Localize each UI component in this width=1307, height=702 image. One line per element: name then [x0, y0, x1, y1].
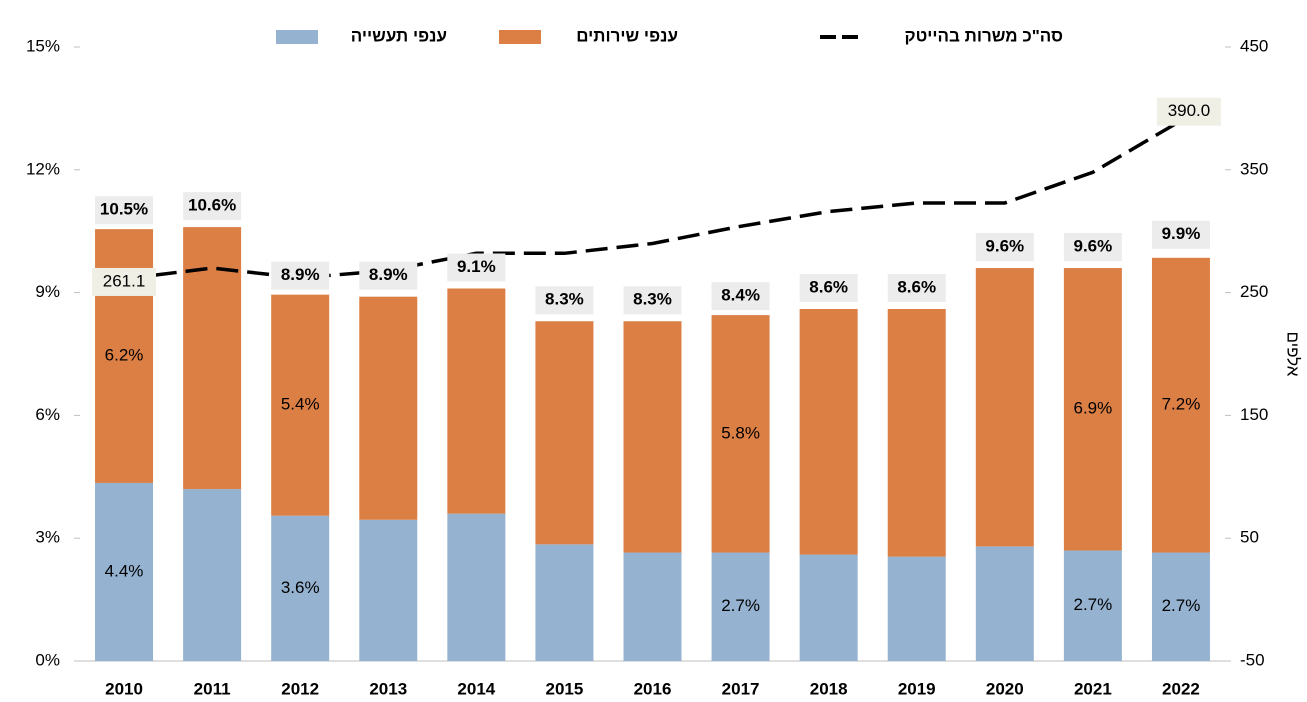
bar-segment: [359, 296, 418, 520]
data-label: 2.7%: [1162, 596, 1201, 615]
y2-tick-label: -50: [1240, 650, 1265, 669]
data-label: 2.7%: [721, 596, 760, 615]
bar-segment: [447, 513, 506, 661]
bar-segment: [711, 315, 770, 553]
legend-label: ענפי תעשייה: [351, 26, 447, 45]
total-label: 8.4%: [721, 286, 760, 305]
y-tick-label: 15%: [26, 36, 60, 55]
total-label: 8.9%: [281, 265, 320, 284]
bar-segment: [1063, 268, 1122, 551]
total-label: 9.9%: [1162, 224, 1201, 243]
y2-tick-label: 250: [1240, 282, 1268, 301]
bar-segment: [1151, 552, 1210, 661]
total-label-bg: [535, 286, 594, 315]
total-label-bg: [447, 253, 506, 282]
y-tick-label: 12%: [26, 159, 60, 178]
x-tick-label: 2022: [1162, 679, 1200, 698]
bar-segment: [447, 288, 506, 514]
x-tick-label: 2019: [898, 679, 936, 698]
line: [123, 119, 1182, 281]
y2-tick-label: 450: [1240, 36, 1268, 55]
data-label: 7.2%: [1162, 395, 1201, 414]
x-tick-label: 2011: [194, 679, 231, 698]
total-label: 10.6%: [188, 196, 236, 215]
line-label: 261.1: [103, 271, 146, 290]
data-label: 5.8%: [721, 423, 760, 442]
x-tick-label: 2015: [546, 679, 584, 698]
bar-segment: [183, 227, 242, 490]
total-label-bg: [95, 196, 154, 225]
legend-swatch: [276, 30, 318, 44]
x-tick-label: 2014: [457, 679, 495, 698]
total-label: 8.6%: [809, 277, 848, 296]
x-tick-label: 2017: [722, 679, 760, 698]
bar-segment: [535, 544, 594, 661]
total-label-bg: [623, 286, 682, 315]
bar-segment: [183, 489, 242, 661]
total-label: 10.5%: [100, 200, 148, 219]
bar-segment: [1151, 257, 1210, 553]
total-label-bg: [887, 273, 946, 302]
data-label: 2.7%: [1074, 595, 1113, 614]
total-label-bg: [799, 273, 858, 302]
y2-tick-label: 150: [1240, 405, 1268, 424]
legend-label: ענפי שירותים: [576, 26, 678, 45]
x-tick-label: 2018: [810, 679, 848, 698]
line-label-bg: [1156, 97, 1221, 126]
x-tick-label: 2013: [369, 679, 407, 698]
data-label: 6.2%: [105, 346, 144, 365]
x-tick-label: 2010: [105, 679, 143, 698]
bar-segment: [95, 482, 154, 661]
legend-label: סה"כ משרות בהייטק: [904, 26, 1063, 45]
total-label: 8.6%: [897, 277, 936, 296]
bar-segment: [975, 546, 1034, 661]
bar-segment: [1063, 550, 1122, 661]
bar-segment: [271, 515, 330, 661]
bar-segment: [623, 321, 682, 553]
bar-segment: [887, 308, 946, 557]
total-label-bg: [1151, 220, 1210, 249]
x-tick-label: 2021: [1074, 679, 1112, 698]
y-tick-label: 0%: [35, 650, 60, 669]
total-label: 8.3%: [633, 290, 672, 309]
bar-segment: [975, 268, 1034, 547]
bar-segment: [271, 294, 330, 516]
total-label-bg: [183, 192, 242, 221]
data-label: 3.6%: [281, 578, 320, 597]
line-label-bg: [92, 267, 157, 296]
y2-tick-label: 350: [1240, 159, 1268, 178]
total-label: 8.3%: [545, 290, 584, 309]
bar-segment: [711, 552, 770, 661]
total-label: 9.1%: [457, 257, 496, 276]
total-label-bg: [359, 261, 418, 290]
x-tick-label: 2016: [634, 679, 672, 698]
bar-segment: [535, 321, 594, 545]
bar-segment: [623, 552, 682, 661]
data-label: 4.4%: [105, 561, 144, 580]
y-tick-label: 3%: [35, 528, 60, 547]
total-label: 8.9%: [369, 265, 408, 284]
bar-segment: [799, 554, 858, 661]
y-tick-label: 6%: [35, 405, 60, 424]
x-tick-label: 2020: [986, 679, 1024, 698]
data-label: 5.4%: [281, 395, 320, 414]
bar-segment: [887, 556, 946, 661]
legend-swatch: [499, 30, 541, 44]
y-tick-label: 9%: [35, 282, 60, 301]
y2-axis-label: אלפים: [1284, 332, 1303, 377]
bar-segment: [799, 308, 858, 555]
data-label: 6.9%: [1074, 399, 1113, 418]
x-tick-label: 2012: [281, 679, 319, 698]
total-label-bg: [1063, 233, 1122, 262]
bar-segment: [359, 519, 418, 661]
total-label: 9.6%: [985, 237, 1024, 256]
total-label-bg: [711, 282, 770, 311]
total-label: 9.6%: [1074, 237, 1113, 256]
total-label-bg: [975, 233, 1034, 262]
total-label-bg: [271, 261, 330, 290]
line-label: 390.0: [1168, 101, 1211, 120]
y2-tick-label: 50: [1240, 528, 1259, 547]
